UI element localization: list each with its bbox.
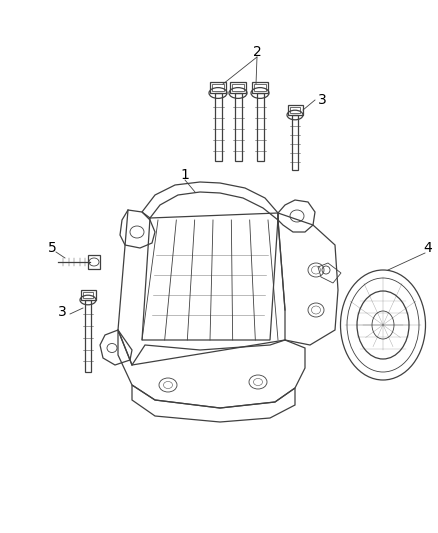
Text: 3: 3 xyxy=(58,305,67,319)
Text: 3: 3 xyxy=(318,93,327,107)
Text: 2: 2 xyxy=(253,45,261,59)
Text: 5: 5 xyxy=(48,241,57,255)
Text: 4: 4 xyxy=(424,241,432,255)
Text: 1: 1 xyxy=(180,168,190,182)
